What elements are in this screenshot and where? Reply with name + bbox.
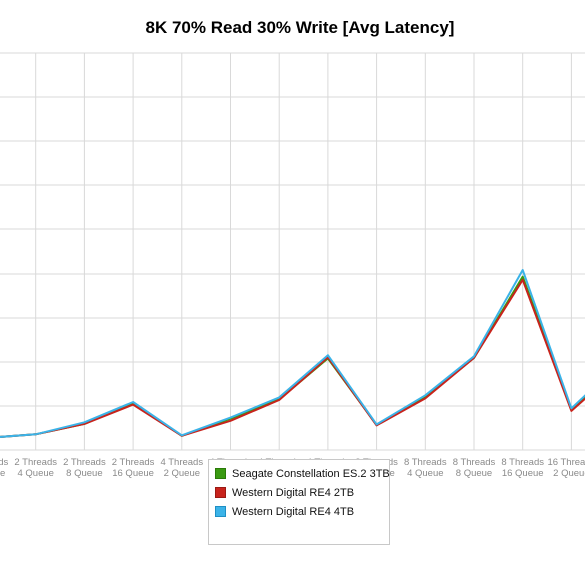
legend-item-wd-re4-4tb[interactable]: Western Digital RE4 4TB	[215, 502, 383, 521]
series-lines	[0, 269, 585, 438]
series-line-2	[0, 278, 585, 438]
legend-item-seagate-es2-3tb[interactable]: Seagate Constellation ES.2 3TB	[215, 464, 390, 483]
legend-swatch-wd-re4-2tb	[215, 487, 226, 498]
legend: Seagate Constellation ES.2 3TB Western D…	[208, 459, 390, 545]
grid	[0, 52, 585, 451]
legend-swatch-wd-re4-4tb	[215, 506, 226, 517]
legend-label: Western Digital RE4 4TB	[232, 505, 355, 518]
legend-label: Seagate Constellation ES.2 3TB	[232, 467, 390, 480]
legend-label: Western Digital RE4 2TB	[232, 486, 355, 499]
series-line-3	[0, 269, 585, 438]
x-tick-label: 2 Threads 4 Queue	[14, 457, 57, 479]
x-tick-label: 8 Threads 16 Queue	[501, 457, 544, 479]
legend-item-wd-re4-2tb[interactable]: Western Digital RE4 2TB	[215, 483, 383, 502]
x-tick-label: 2 Threads 16 Queue	[112, 457, 155, 479]
legend-swatch-seagate	[215, 468, 226, 479]
series-line-1	[0, 275, 585, 438]
x-tick-label: 2 Threads 8 Queue	[63, 457, 106, 479]
x-tick-label: 8 Threads 4 Queue	[404, 457, 447, 479]
x-tick-label: 4 Threads 2 Queue	[160, 457, 203, 479]
chart-title: 8K 70% Read 30% Write [Avg Latency]	[145, 18, 455, 37]
x-tick-label: 8 Threads 8 Queue	[453, 457, 496, 479]
